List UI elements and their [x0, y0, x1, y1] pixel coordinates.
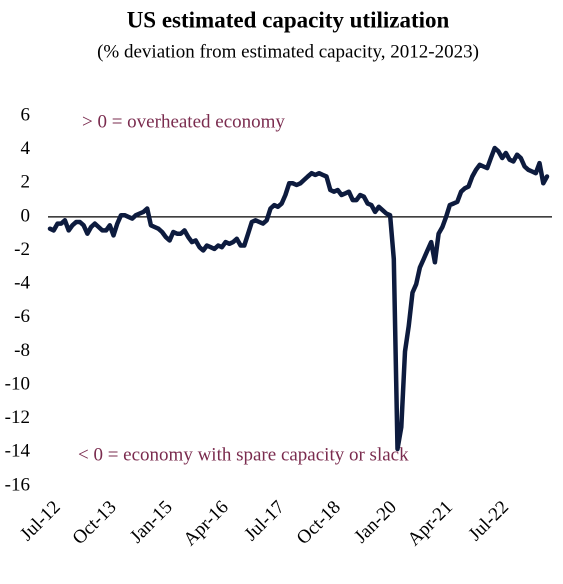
- y-tick-label: -4: [14, 273, 30, 294]
- y-tick-label: -8: [14, 340, 30, 361]
- y-tick-label: -2: [14, 239, 30, 260]
- y-tick-label: -10: [5, 373, 30, 394]
- y-tick-label: 4: [21, 138, 31, 159]
- annotation: < 0 = economy with spare capacity or sla…: [78, 444, 409, 465]
- chart-subtitle: (% deviation from estimated capacity, 20…: [97, 41, 479, 62]
- x-tick-label: Apr-21: [404, 497, 457, 550]
- x-tick-label: Jul-12: [16, 497, 64, 545]
- x-tick-label: Oct-13: [69, 497, 121, 549]
- y-tick-label: -14: [5, 441, 31, 462]
- y-tick-label: -12: [5, 407, 30, 428]
- x-tick-label: Oct-18: [293, 497, 345, 549]
- data-line: [47, 145, 550, 452]
- y-tick-label: 0: [21, 205, 31, 226]
- y-tick-label: -16: [5, 474, 30, 495]
- x-tick-label: Jan-20: [350, 497, 401, 548]
- x-tick-label: Jan-15: [126, 497, 177, 548]
- annotation: > 0 = overheated economy: [82, 111, 285, 132]
- y-tick-label: -6: [14, 306, 30, 327]
- y-tick-label: 2: [21, 172, 31, 193]
- y-tick-label: 6: [21, 104, 31, 125]
- x-tick-label: Apr-16: [179, 497, 232, 550]
- chart-title: US estimated capacity utilization: [127, 7, 450, 32]
- x-tick-label: Jul-17: [240, 497, 288, 545]
- x-tick-label: Jul-22: [465, 497, 513, 545]
